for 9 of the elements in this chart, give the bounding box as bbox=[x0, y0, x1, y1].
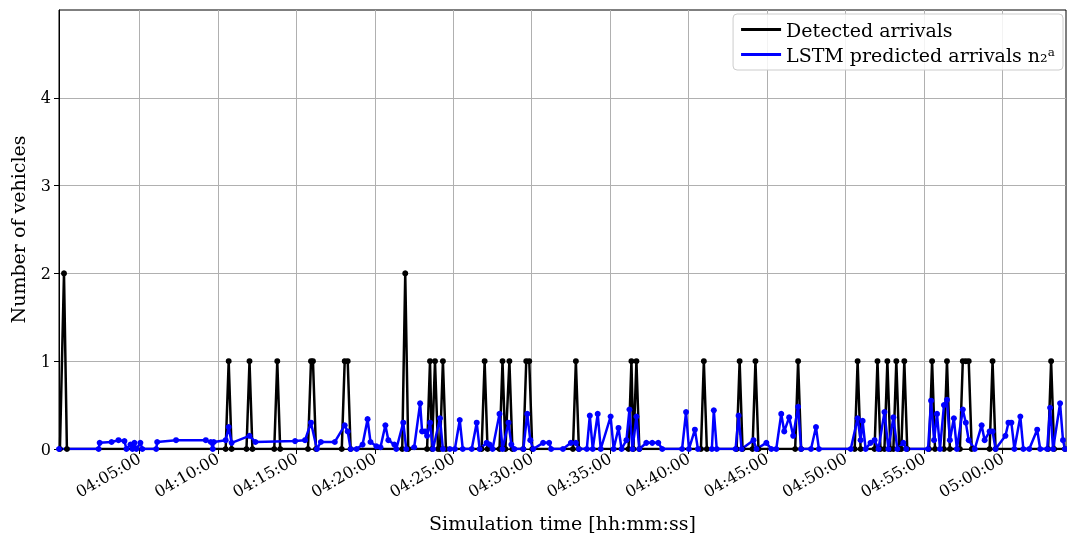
y-tick-label: 3 bbox=[40, 176, 51, 196]
y-axis-title: Number of vehicles bbox=[6, 135, 29, 324]
y-tick-label: 2 bbox=[40, 263, 51, 283]
y-tick-label: 0 bbox=[40, 439, 51, 459]
legend-label: LSTM predicted arrivals n₂ᵃ bbox=[786, 43, 1056, 66]
y-tick-label: 4 bbox=[40, 88, 51, 108]
y-tick-label: 1 bbox=[40, 351, 51, 371]
legend-label: Detected arrivals bbox=[786, 18, 953, 41]
x-axis-title: Simulation time [hh:mm:ss] bbox=[429, 511, 696, 534]
